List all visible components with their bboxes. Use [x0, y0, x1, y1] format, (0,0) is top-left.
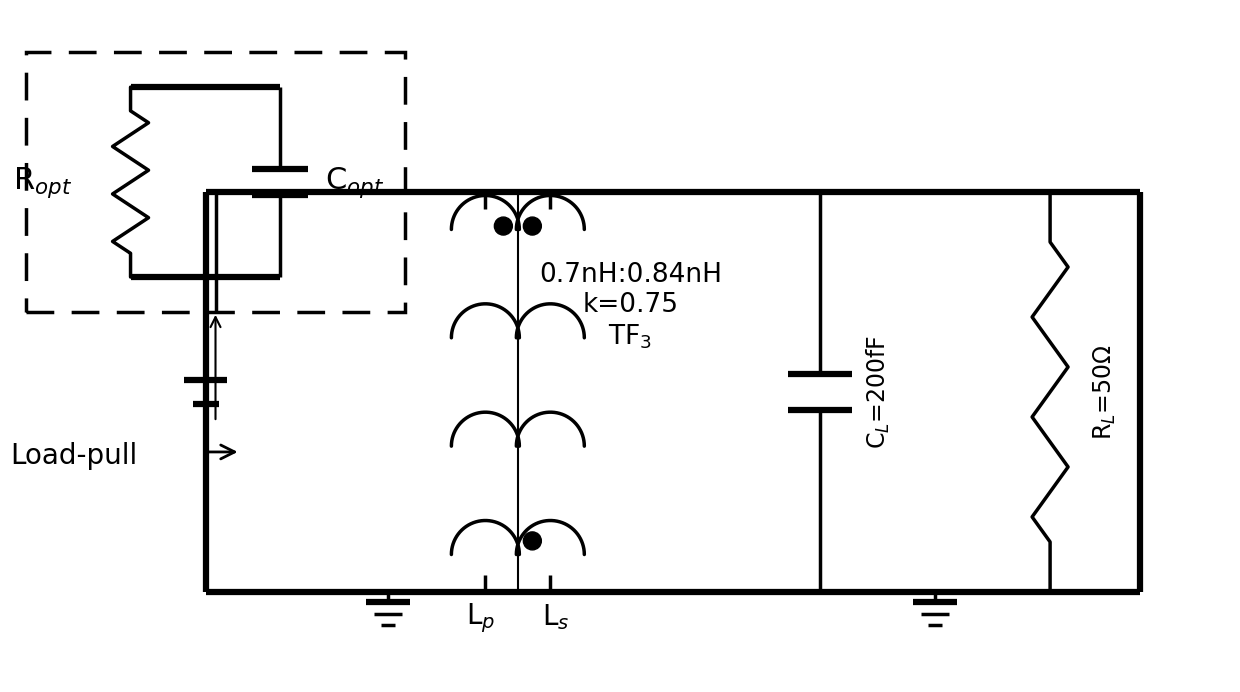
- Text: R$_L$=50Ω: R$_L$=50Ω: [1092, 344, 1118, 439]
- Text: C$_L$=200fF: C$_L$=200fF: [866, 335, 893, 449]
- Text: L$_p$: L$_p$: [466, 602, 495, 635]
- Text: R$_{opt}$: R$_{opt}$: [14, 165, 73, 199]
- Text: Load-pull: Load-pull: [11, 442, 138, 470]
- Circle shape: [523, 532, 542, 550]
- Text: C$_{opt}$: C$_{opt}$: [325, 165, 384, 199]
- Text: 0.7nH:0.84nH
k=0.75
TF$_3$: 0.7nH:0.84nH k=0.75 TF$_3$: [539, 262, 722, 351]
- Circle shape: [495, 217, 512, 235]
- Circle shape: [523, 217, 542, 235]
- Text: L$_s$: L$_s$: [542, 602, 569, 632]
